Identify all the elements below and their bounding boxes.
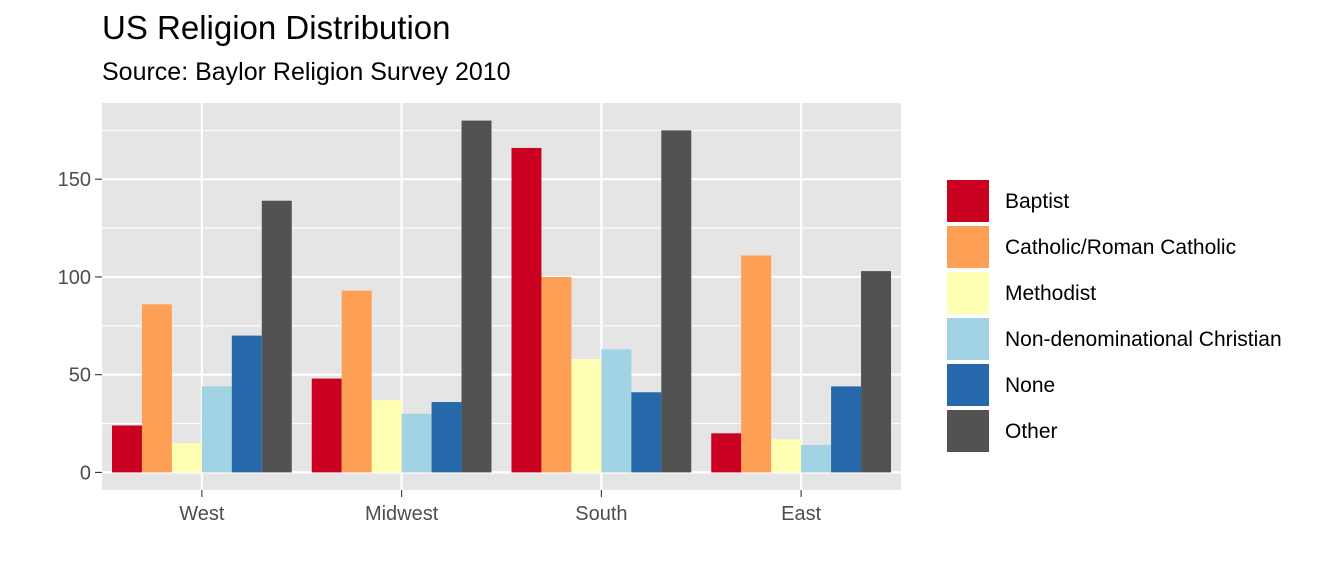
legend-swatch	[947, 410, 989, 452]
legend-label: Catholic/Roman Catholic	[1005, 236, 1237, 259]
legend-label: Baptist	[1005, 190, 1070, 213]
bar	[711, 433, 742, 473]
bar	[461, 120, 492, 473]
chart-subtitle: Source: Baylor Religion Survey 2010	[102, 58, 511, 86]
legend-swatch	[947, 226, 989, 268]
bar	[541, 276, 572, 473]
bar	[801, 445, 832, 473]
y-tick-label: 50	[69, 365, 91, 387]
bar	[741, 255, 772, 473]
bar	[771, 439, 802, 473]
bar	[371, 400, 402, 473]
legend-label: Non-denominational Christian	[1005, 328, 1282, 351]
legend-swatch	[947, 180, 989, 222]
y-tick-label: 150	[58, 169, 91, 191]
bar	[141, 304, 172, 473]
bar	[601, 349, 632, 473]
x-tick-label: Midwest	[365, 503, 439, 525]
bar	[311, 378, 342, 473]
legend-label: Methodist	[1005, 282, 1097, 305]
bar	[231, 335, 262, 473]
bar	[111, 425, 142, 473]
x-tick-label: East	[781, 503, 821, 525]
bar	[261, 200, 292, 473]
bar	[511, 147, 542, 473]
bars	[111, 120, 892, 473]
bar	[861, 271, 892, 473]
legend-label: Other	[1005, 420, 1058, 443]
legend-label: None	[1005, 374, 1056, 397]
y-tick-label: 0	[80, 462, 91, 484]
bar	[571, 359, 602, 473]
y-axis: 0 50 100 150	[58, 169, 102, 484]
x-tick-label: South	[575, 503, 627, 525]
bar	[831, 386, 862, 473]
legend-swatch	[947, 318, 989, 360]
legend-swatch	[947, 272, 989, 314]
bar	[401, 413, 432, 473]
bar	[431, 402, 462, 473]
bar	[661, 130, 692, 473]
bar	[631, 392, 662, 473]
y-tick-label: 100	[58, 267, 91, 289]
legend-swatch	[947, 364, 989, 406]
chart-title: US Religion Distribution	[102, 9, 451, 46]
x-axis: West Midwest South East	[179, 490, 822, 525]
bar	[341, 290, 372, 473]
bar	[171, 443, 202, 473]
bar	[201, 386, 232, 473]
x-tick-label: West	[179, 503, 225, 525]
